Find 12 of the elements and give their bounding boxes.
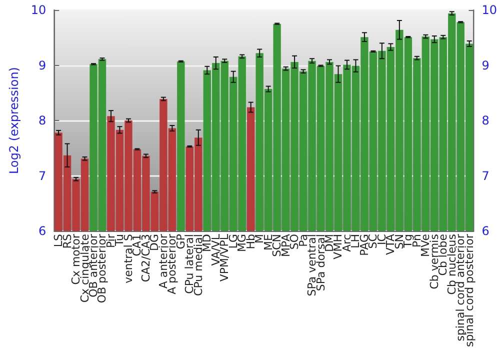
y-tick-label: 6	[38, 224, 46, 238]
y2-tick-label: 10	[482, 3, 498, 17]
y-tick-label: 10	[30, 3, 46, 17]
y2-tick-label: 6	[482, 224, 490, 238]
y2-tick-label: 8	[482, 114, 490, 128]
y-tick-label: 9	[38, 58, 46, 72]
y2-tick-label: 9	[482, 58, 490, 72]
y2-tick-label: 7	[482, 168, 490, 183]
y-axis-title: Log2 (expression)	[7, 67, 21, 174]
y-tick-label: 8	[38, 114, 46, 128]
y-tick-label: 7	[38, 168, 46, 183]
x-tick-label: A posterior	[166, 234, 179, 294]
